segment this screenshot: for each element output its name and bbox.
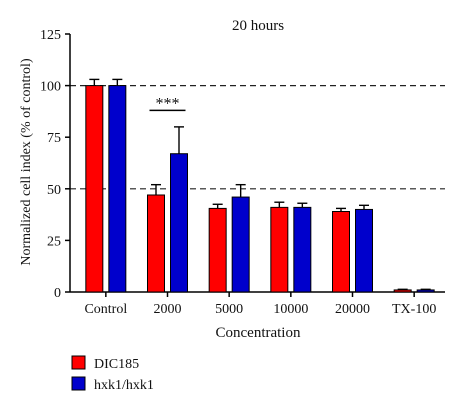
x-tick-label: TX-100 — [392, 302, 436, 317]
y-tick-label: 75 — [47, 131, 61, 146]
significance-label: *** — [156, 95, 180, 112]
legend-label: DIC185 — [94, 357, 139, 372]
y-tick-label: 125 — [40, 28, 61, 43]
chart-title: 20 hours — [232, 18, 284, 34]
y-tick-label: 0 — [54, 286, 61, 301]
x-tick-label: Control — [84, 302, 127, 317]
bar — [170, 153, 188, 293]
x-axis-label: Concentration — [216, 325, 301, 341]
bar — [208, 207, 227, 293]
y-tick-label: 50 — [47, 183, 61, 198]
bar — [416, 289, 435, 293]
x-tick-label: 5000 — [215, 302, 243, 317]
bar — [147, 194, 165, 293]
legend-swatch — [71, 355, 86, 370]
bar — [85, 85, 104, 293]
bar — [355, 208, 373, 293]
bar — [332, 211, 350, 293]
x-tick-label: 20000 — [335, 302, 370, 317]
bar — [393, 289, 412, 293]
legend-swatch — [71, 376, 86, 391]
bar — [231, 196, 250, 293]
plot-area: 0 25 50 75 100 125 Control 2000 5000 10000 20000 TX… — [40, 28, 445, 317]
bar — [270, 206, 289, 293]
y-axis-label: Normalized cell index (% of control) — [19, 58, 34, 266]
x-tick-label: 10000 — [273, 302, 308, 317]
bar — [293, 206, 312, 293]
y-tick-label: 25 — [47, 234, 61, 249]
legend: DIC185 hxk1/hxk1 — [71, 355, 154, 393]
y-tick-label: 100 — [40, 80, 61, 95]
bar — [108, 85, 127, 293]
x-tick-label: 2000 — [154, 302, 182, 317]
legend-label: hxk1/hxk1 — [94, 378, 154, 393]
